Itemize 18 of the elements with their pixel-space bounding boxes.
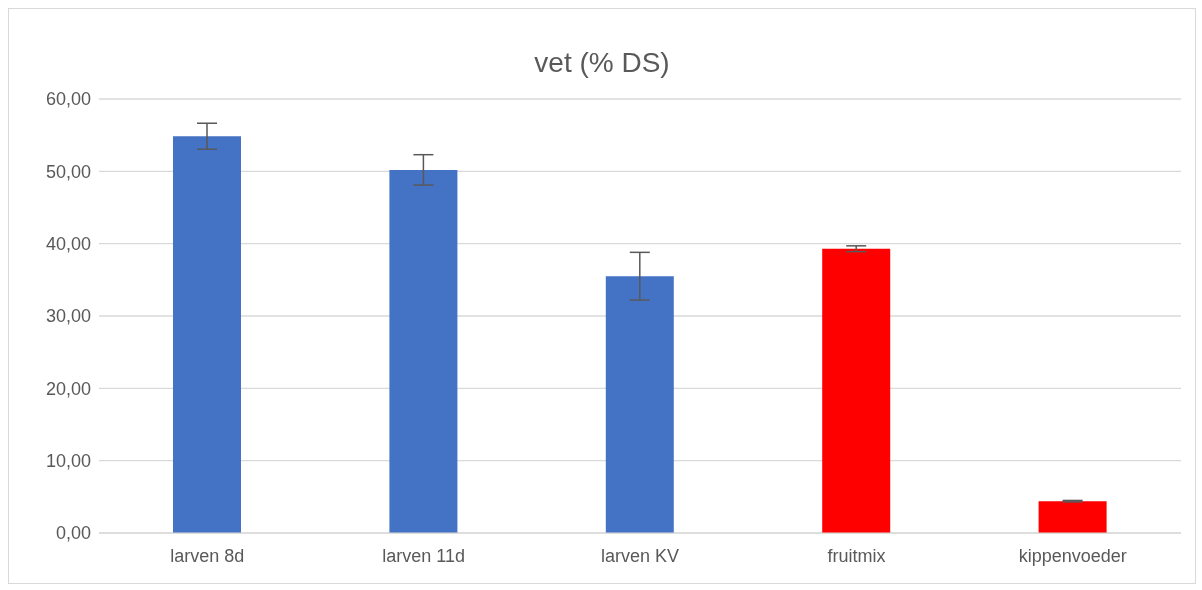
- y-tick-label: 50,00: [45, 161, 91, 182]
- bar: [822, 248, 891, 533]
- y-tick-label: 0,00: [55, 523, 91, 544]
- x-tick-label: larven 11d: [382, 545, 465, 566]
- y-tick-label: 20,00: [45, 378, 91, 399]
- bar: [605, 276, 674, 533]
- x-tick-label: larven KV: [600, 545, 680, 566]
- y-tick-label: 30,00: [45, 306, 91, 327]
- bar: [1038, 501, 1107, 533]
- x-tick-label: fruitmix: [827, 545, 886, 566]
- bar: [389, 169, 458, 533]
- x-tick-label: larven 8d: [170, 545, 245, 566]
- y-tick-label: 10,00: [45, 451, 91, 472]
- y-tick-label: 40,00: [45, 234, 91, 255]
- y-tick-label: 60,00: [45, 89, 91, 110]
- x-tick-label: kippenvoeder: [1018, 545, 1127, 566]
- chart-title: vet (% DS): [533, 46, 671, 80]
- bar: [173, 136, 241, 533]
